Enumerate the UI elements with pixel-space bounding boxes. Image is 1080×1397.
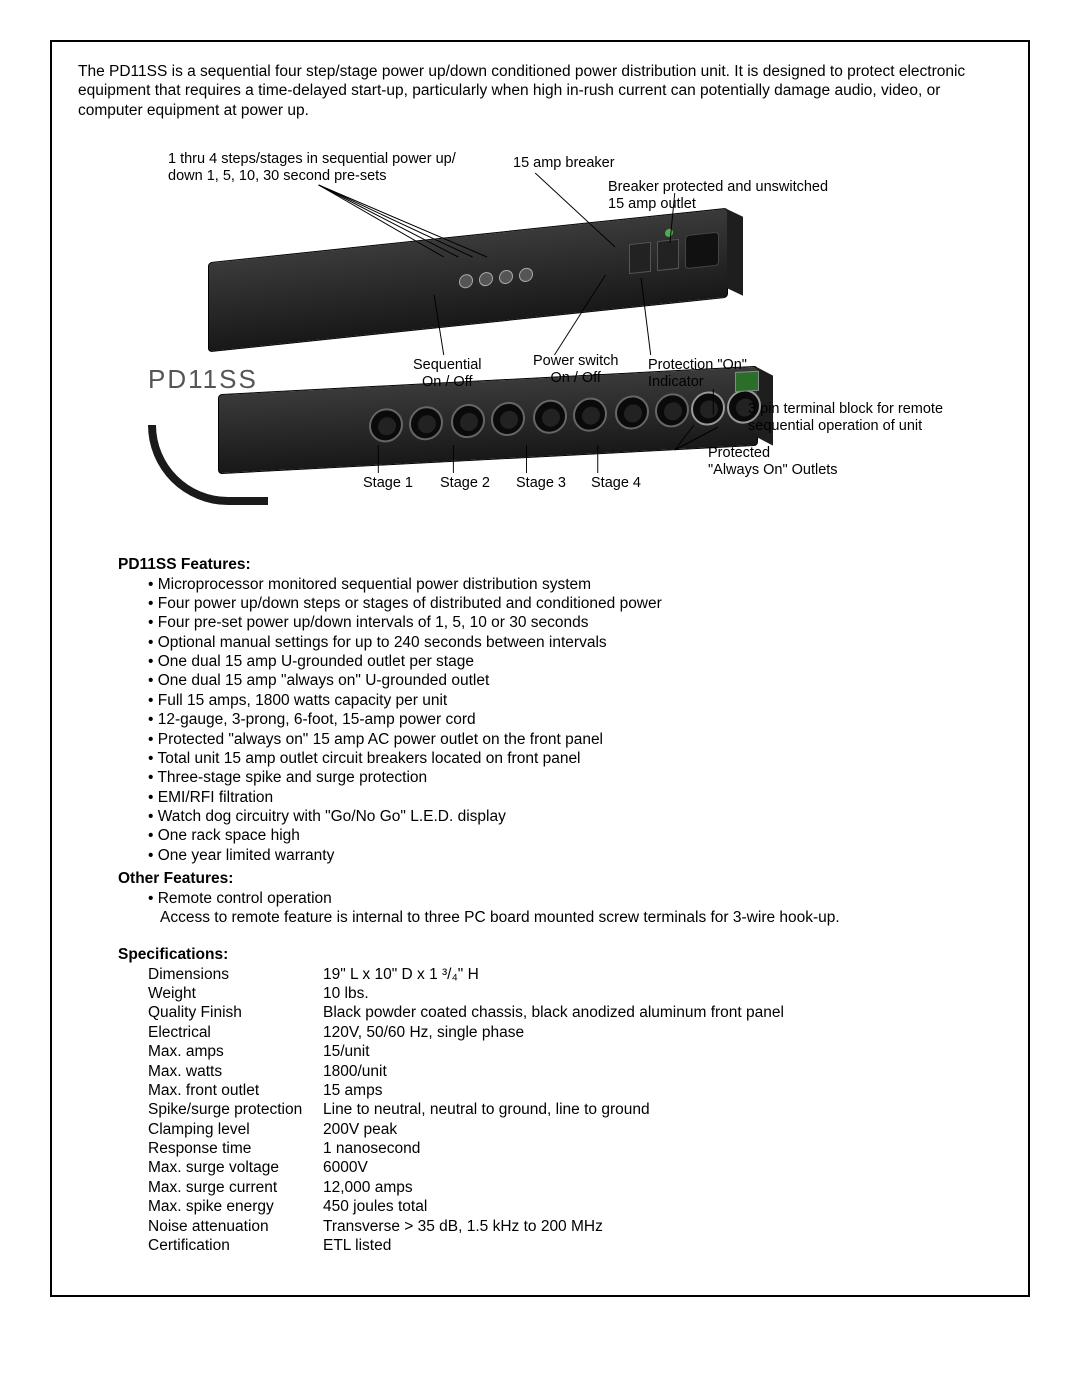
callout-stage2: Stage 2	[440, 475, 490, 492]
spec-value: ETL listed	[323, 1236, 1002, 1255]
spec-label: Max. front outlet	[148, 1081, 323, 1100]
feature-item: Total unit 15 amp outlet circuit breaker…	[148, 749, 1002, 768]
spec-row: Dimensions19" L x 10" D x 1 ³/₄" H	[148, 965, 1002, 984]
features-list: Microprocessor monitored sequential powe…	[148, 575, 1002, 866]
feature-item: One dual 15 amp "always on" U-grounded o…	[148, 671, 1002, 690]
spec-value: 120V, 50/60 Hz, single phase	[323, 1023, 1002, 1042]
spec-label: Noise attenuation	[148, 1217, 323, 1236]
callout-steps: 1 thru 4 steps/stages in sequential powe…	[168, 151, 498, 184]
callout-power-switch: Power switchOn / Off	[533, 353, 618, 386]
feature-item: One year limited warranty	[148, 846, 1002, 865]
spec-row: Max. watts1800/unit	[148, 1062, 1002, 1081]
spec-row: Max. front outlet15 amps	[148, 1081, 1002, 1100]
callout-stage3: Stage 3	[516, 475, 566, 492]
feature-item: One rack space high	[148, 826, 1002, 845]
callout-always-on: Protected"Always On" Outlets	[708, 445, 908, 478]
feature-item: Four pre-set power up/down intervals of …	[148, 613, 1002, 632]
intro-paragraph: The PD11SS is a sequential four step/sta…	[78, 62, 1002, 120]
callout-breaker: 15 amp breaker	[513, 155, 615, 172]
spec-label: Weight	[148, 984, 323, 1003]
spec-row: Quality FinishBlack powder coated chassi…	[148, 1003, 1002, 1022]
spec-value: 1800/unit	[323, 1062, 1002, 1081]
spec-value: 6000V	[323, 1158, 1002, 1177]
feature-item: EMI/RFI filtration	[148, 788, 1002, 807]
callout-stage4: Stage 4	[591, 475, 641, 492]
spec-label: Response time	[148, 1139, 323, 1158]
callout-protection-on: Protection "On"Indicator	[648, 357, 747, 390]
spec-row: Weight10 lbs.	[148, 984, 1002, 1003]
spec-label: Dimensions	[148, 965, 323, 984]
spec-row: Max. spike energy450 joules total	[148, 1197, 1002, 1216]
spec-label: Max. watts	[148, 1062, 323, 1081]
product-label: PD11SS	[148, 363, 258, 396]
callout-terminal-block: 3 pin terminal block for remotesequentia…	[748, 401, 998, 434]
callout-breaker-outlet: Breaker protected and unswitched15 amp o…	[608, 179, 868, 212]
feature-item: Protected "always on" 15 amp AC power ou…	[148, 730, 1002, 749]
spec-row: Electrical120V, 50/60 Hz, single phase	[148, 1023, 1002, 1042]
spec-row: Max. surge current12,000 amps	[148, 1178, 1002, 1197]
other-feature-item: Remote control operation	[148, 889, 1002, 908]
product-diagram: 1 thru 4 steps/stages in sequential powe…	[78, 145, 1002, 525]
spec-row: Max. surge voltage6000V	[148, 1158, 1002, 1177]
spec-label: Max. amps	[148, 1042, 323, 1061]
specs-table: Dimensions19" L x 10" D x 1 ³/₄" HWeight…	[148, 965, 1002, 1256]
spec-value: Line to neutral, neutral to ground, line…	[323, 1100, 1002, 1119]
other-features-title: Other Features:	[118, 869, 1002, 888]
spec-value: 15 amps	[323, 1081, 1002, 1100]
feature-item: Four power up/down steps or stages of di…	[148, 594, 1002, 613]
other-features-note: Access to remote feature is internal to …	[160, 908, 1002, 927]
front-unit-graphic	[208, 208, 728, 353]
spec-value: 15/unit	[323, 1042, 1002, 1061]
spec-label: Electrical	[148, 1023, 323, 1042]
feature-item: Three-stage spike and surge protection	[148, 768, 1002, 787]
feature-item: Optional manual settings for up to 240 s…	[148, 633, 1002, 652]
spec-value: 200V peak	[323, 1120, 1002, 1139]
feature-item: One dual 15 amp U-grounded outlet per st…	[148, 652, 1002, 671]
spec-label: Max. surge voltage	[148, 1158, 323, 1177]
features-title: PD11SS Features:	[118, 555, 1002, 574]
callout-sequential: SequentialOn / Off	[413, 357, 482, 390]
spec-label: Certification	[148, 1236, 323, 1255]
spec-value: Transverse > 35 dB, 1.5 kHz to 200 MHz	[323, 1217, 1002, 1236]
spec-value: 10 lbs.	[323, 984, 1002, 1003]
spec-value: 450 joules total	[323, 1197, 1002, 1216]
spec-row: Clamping level200V peak	[148, 1120, 1002, 1139]
spec-label: Spike/surge protection	[148, 1100, 323, 1119]
feature-item: Watch dog circuitry with "Go/No Go" L.E.…	[148, 807, 1002, 826]
spec-row: Response time1 nanosecond	[148, 1139, 1002, 1158]
spec-value: 12,000 amps	[323, 1178, 1002, 1197]
features-section: PD11SS Features: Microprocessor monitore…	[78, 555, 1002, 1255]
other-features-list: Remote control operation	[148, 889, 1002, 908]
feature-item: Full 15 amps, 1800 watts capacity per un…	[148, 691, 1002, 710]
callout-stage1: Stage 1	[363, 475, 413, 492]
spec-value: 1 nanosecond	[323, 1139, 1002, 1158]
specs-title: Specifications:	[118, 945, 1002, 964]
spec-label: Clamping level	[148, 1120, 323, 1139]
spec-value: Black powder coated chassis, black anodi…	[323, 1003, 1002, 1022]
spec-value: 19" L x 10" D x 1 ³/₄" H	[323, 965, 1002, 984]
spec-label: Max. spike energy	[148, 1197, 323, 1216]
spec-row: Max. amps15/unit	[148, 1042, 1002, 1061]
spec-row: CertificationETL listed	[148, 1236, 1002, 1255]
feature-item: 12-gauge, 3-prong, 6-foot, 15-amp power …	[148, 710, 1002, 729]
spec-row: Noise attenuationTransverse > 35 dB, 1.5…	[148, 1217, 1002, 1236]
spec-label: Max. surge current	[148, 1178, 323, 1197]
document-border: The PD11SS is a sequential four step/sta…	[50, 40, 1030, 1297]
spec-label: Quality Finish	[148, 1003, 323, 1022]
spec-row: Spike/surge protectionLine to neutral, n…	[148, 1100, 1002, 1119]
feature-item: Microprocessor monitored sequential powe…	[148, 575, 1002, 594]
